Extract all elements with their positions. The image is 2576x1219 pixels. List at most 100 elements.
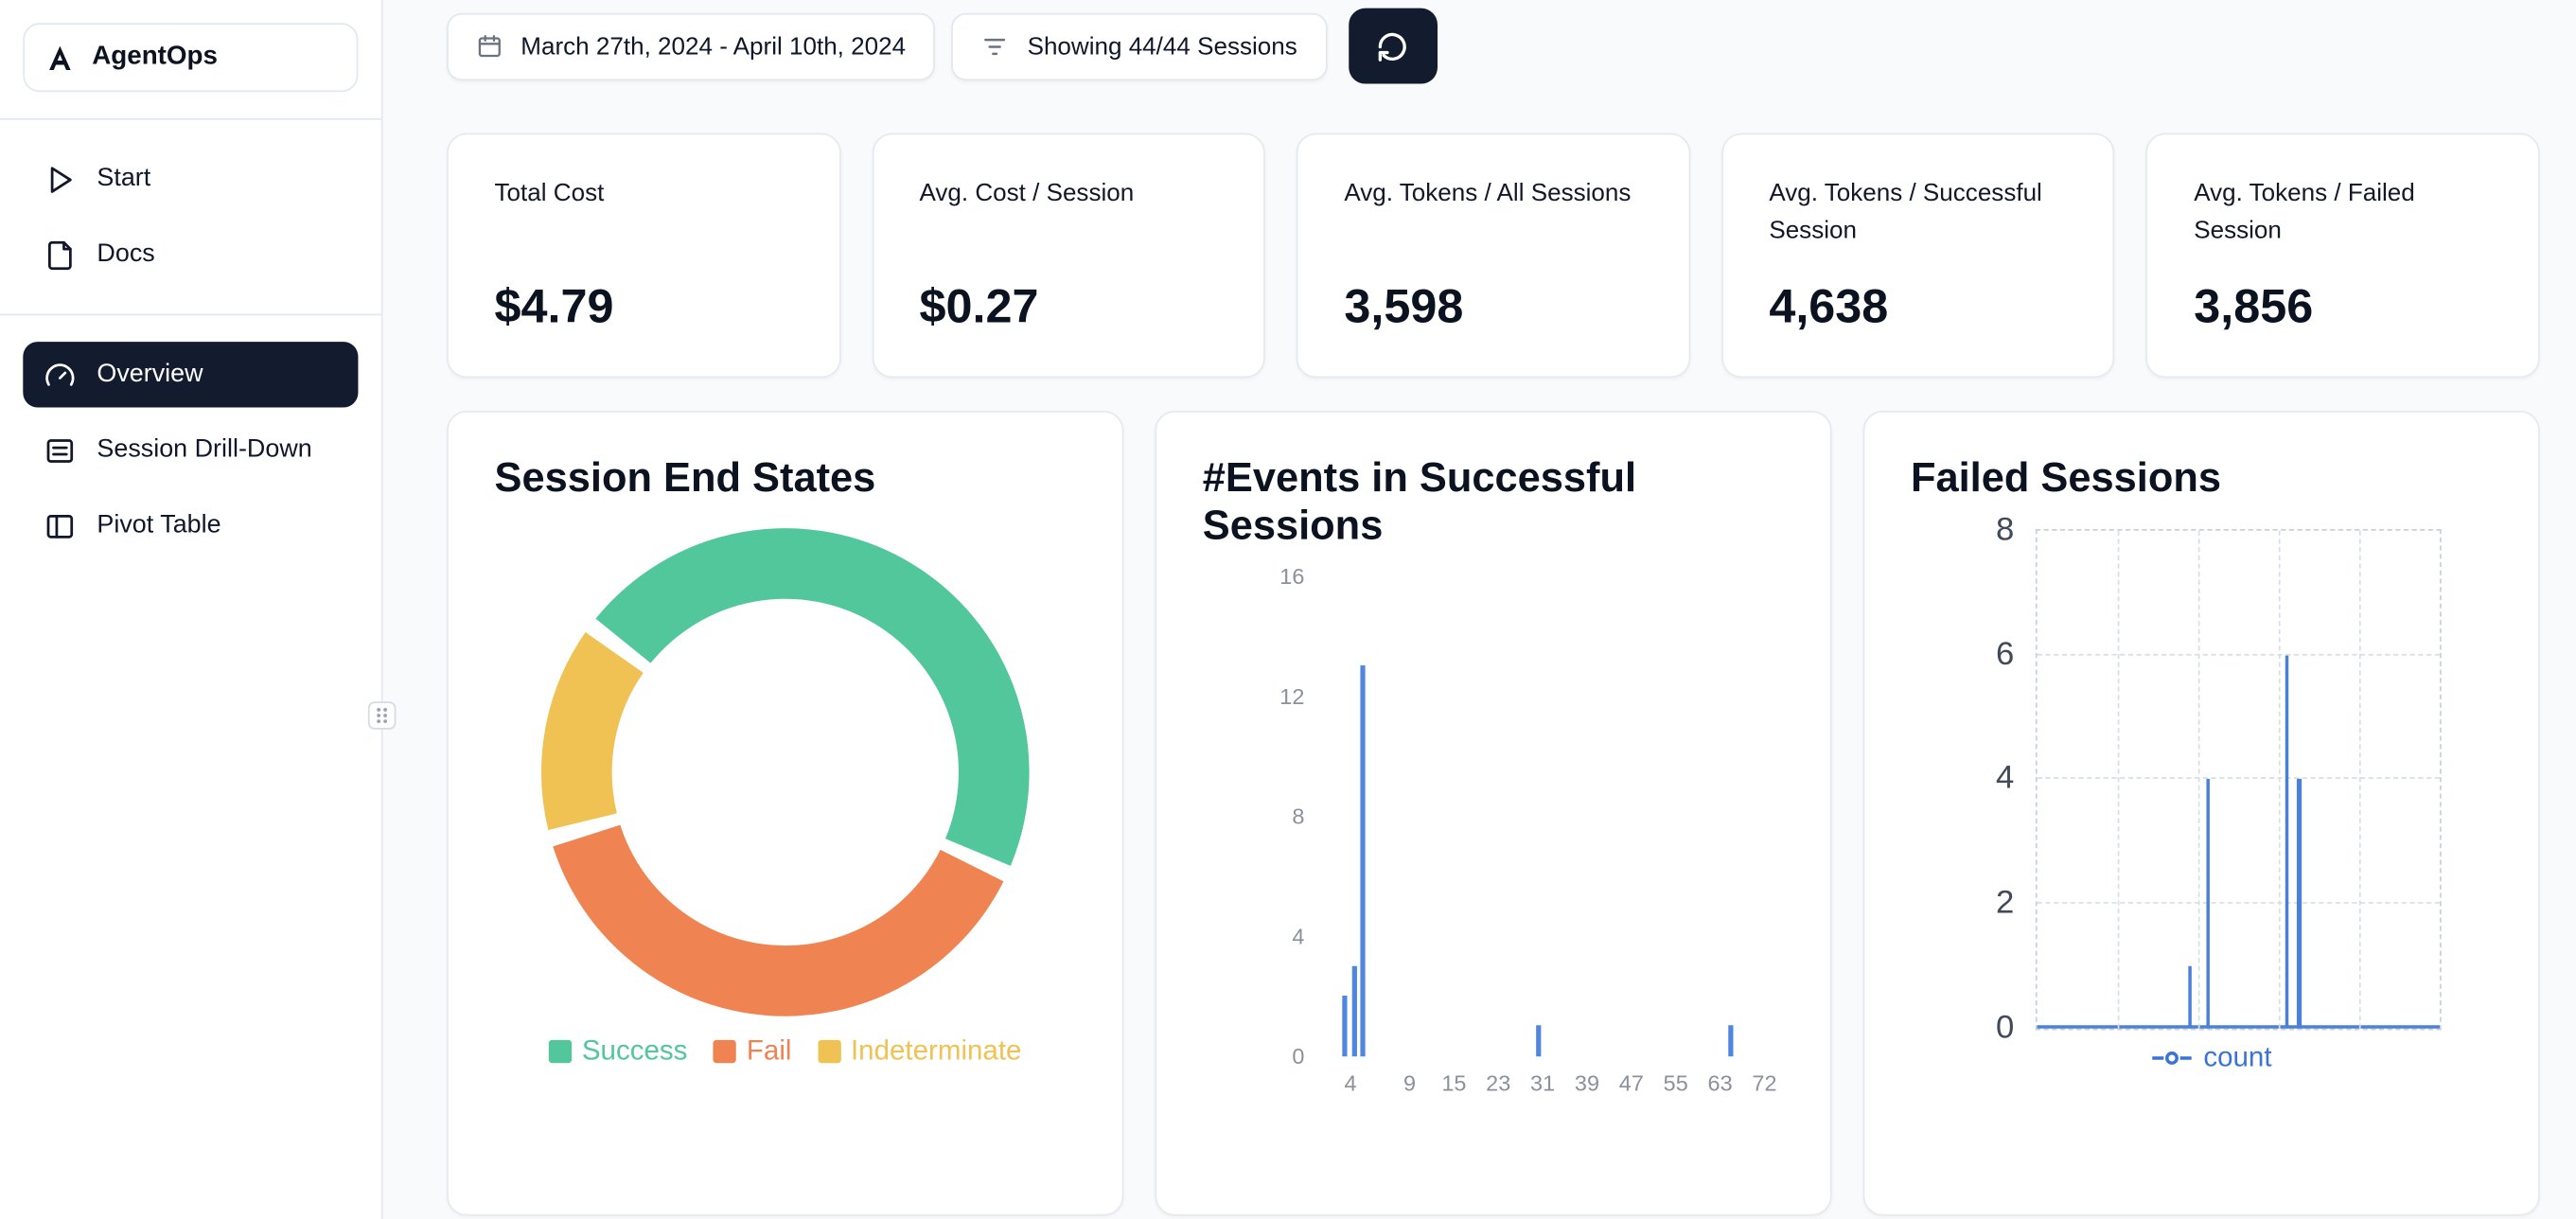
sessions-filter-label: Showing 44/44 Sessions [1027, 31, 1297, 61]
x-tick-label: 55 [1663, 1070, 1688, 1096]
count-spike [2296, 779, 2302, 1029]
stat-label: Total Cost [494, 179, 605, 207]
gridline-vertical [2358, 530, 2361, 1029]
legend-item-indeterminate[interactable]: Indeterminate [818, 1034, 1021, 1068]
x-tick-label: 39 [1574, 1070, 1600, 1096]
stat-value: 3,598 [1344, 280, 1464, 334]
y-tick-label: 6 [1996, 635, 2015, 673]
stat-value: $4.79 [494, 280, 614, 334]
sidebar-item-session-drill-down[interactable]: Session Drill-Down [23, 417, 358, 483]
y-tick-label: 12 [1279, 683, 1305, 709]
stat-card-avg-tokens-successful: Avg. Tokens / Successful Session 4,638 [1720, 132, 2115, 379]
donut-segment-success [595, 527, 1030, 866]
donut-segment-fail [553, 823, 1004, 1016]
count-legend-item[interactable]: count [2009, 1041, 2415, 1074]
stat-value: 4,638 [1769, 280, 1889, 334]
stat-label: Avg. Tokens / All Sessions [1344, 179, 1632, 207]
bar [1535, 1025, 1541, 1056]
legend-label: Success [581, 1034, 688, 1067]
y-tick-label: 2 [1996, 884, 2015, 922]
x-tick-label: 9 [1403, 1070, 1417, 1096]
sidebar-item-pivot-table[interactable]: Pivot Table [23, 493, 358, 558]
donut-legend: Success Fail Indeterminate [495, 1034, 1077, 1068]
count-spike [2285, 654, 2289, 1029]
legend-swatch [714, 1039, 737, 1063]
panel-columns-icon [46, 514, 74, 538]
sessions-filter-button[interactable]: Showing 44/44 Sessions [951, 12, 1328, 80]
calendar-icon [478, 35, 501, 58]
sidebar-item-label: Start [97, 164, 151, 193]
x-tick-label: 63 [1707, 1070, 1733, 1096]
x-tick-label: 72 [1752, 1070, 1777, 1096]
app-logo[interactable]: AgentOps [23, 23, 359, 93]
legend-item-success[interactable]: Success [549, 1034, 687, 1068]
agentops-logo-icon [49, 44, 71, 70]
sidebar-item-overview[interactable]: Overview [23, 342, 359, 408]
chart-title: #Events in Successful Sessions [1202, 454, 1637, 549]
gridline-vertical [2278, 530, 2281, 1029]
divider [0, 117, 381, 120]
stat-label: Avg. Cost / Session [919, 179, 1135, 207]
sidebar: AgentOps Start Docs Overview [0, 0, 397, 1219]
chart-title: Session End States [494, 454, 876, 502]
y-tick-label: 8 [1996, 511, 2015, 548]
sidebar-item-label: Session Drill-Down [97, 435, 312, 464]
gauge-icon [45, 362, 75, 385]
legend-item-fail[interactable]: Fail [714, 1034, 791, 1068]
stats-row: Total Cost $4.79 Avg. Cost / Session $0.… [447, 132, 2540, 379]
events-bar-chart: 0 4 8 12 16 4 9 15 23 31 39 47 55 63 72 [1279, 563, 1819, 1106]
count-legend-label: count [2203, 1041, 2272, 1073]
x-tick-label: 47 [1618, 1070, 1644, 1096]
bar [1360, 665, 1367, 1056]
stat-label: Avg. Tokens / Successful Session [1769, 179, 2042, 244]
stat-card-avg-tokens-failed: Avg. Tokens / Failed Session 3,856 [2145, 132, 2540, 379]
stat-card-avg-tokens-all: Avg. Tokens / All Sessions 3,598 [1297, 132, 1690, 379]
main-content: March 27th, 2024 - April 10th, 2024 Show… [382, 0, 2576, 1219]
x-tick-label: 23 [1486, 1070, 1511, 1096]
stat-value: $0.27 [919, 280, 1039, 334]
stat-value: 3,856 [2194, 280, 2314, 334]
zero-baseline [2037, 1024, 2440, 1029]
x-tick-label: 31 [1530, 1070, 1556, 1096]
line-marker-icon [2152, 1051, 2193, 1065]
chart-title: Failed Sessions [1910, 454, 2222, 502]
gridline-horizontal [2037, 777, 2440, 780]
bar [1351, 965, 1357, 1056]
refresh-button[interactable] [1348, 8, 1438, 84]
failed-sessions-chart: 0 2 4 6 8 [1996, 511, 2442, 1046]
date-range-label: March 27th, 2024 - April 10th, 2024 [520, 31, 907, 61]
stat-label: Avg. Tokens / Failed Session [2194, 179, 2415, 244]
docs-icon [47, 239, 72, 270]
sidebar-item-start[interactable]: Start [23, 147, 358, 212]
toolbar: March 27th, 2024 - April 10th, 2024 Show… [447, 8, 2540, 84]
count-spike [2206, 779, 2211, 1029]
count-spike [2188, 965, 2193, 1029]
refresh-icon [1378, 32, 1407, 61]
sidebar-resize-handle[interactable] [367, 701, 397, 730]
session-end-states-donut [541, 527, 1030, 1016]
legend-swatch [818, 1039, 841, 1063]
gridline-horizontal [2037, 902, 2440, 904]
y-tick-label: 4 [1996, 760, 2015, 797]
session-end-states-card: Session End States Success Fail Indeterm… [447, 411, 1124, 1216]
x-tick-label: 15 [1441, 1070, 1467, 1096]
date-range-button[interactable]: March 27th, 2024 - April 10th, 2024 [447, 12, 936, 80]
stat-card-total-cost: Total Cost $4.79 [447, 132, 841, 379]
sidebar-item-label: Pivot Table [97, 510, 221, 539]
gridline-vertical [2197, 530, 2200, 1029]
app-name: AgentOps [92, 43, 218, 71]
y-tick-label: 4 [1292, 923, 1305, 948]
sidebar-nav: Start Docs Overview Session Drill-Down [0, 147, 381, 559]
sidebar-item-label: Overview [97, 360, 203, 388]
charts-row: Session End States Success Fail Indeterm… [447, 411, 2540, 1216]
failed-sessions-plot: 0 2 4 6 8 [1996, 511, 2442, 1046]
legend-label: Fail [746, 1034, 792, 1067]
play-icon [50, 166, 72, 192]
donut-segment-indeterminate [541, 631, 644, 830]
divider [0, 313, 381, 316]
sidebar-item-docs[interactable]: Docs [23, 221, 358, 287]
legend-swatch [549, 1039, 573, 1063]
gridline-vertical [2117, 530, 2120, 1029]
filter-icon [984, 38, 1006, 55]
